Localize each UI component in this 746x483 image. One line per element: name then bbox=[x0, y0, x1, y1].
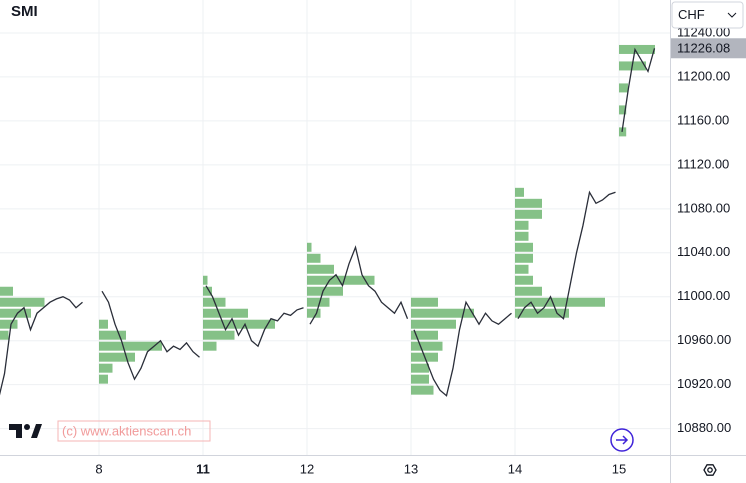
profile-bar bbox=[515, 297, 605, 307]
chart-title: SMI bbox=[11, 3, 38, 20]
profile-bar bbox=[515, 187, 524, 197]
profile-bar bbox=[515, 286, 542, 296]
y-tick-label: 11040.00 bbox=[677, 244, 730, 259]
profile-bar bbox=[0, 308, 31, 318]
profile-bar bbox=[619, 105, 627, 115]
price-line bbox=[309, 245, 409, 325]
price-line bbox=[205, 285, 304, 348]
watermark: (c) www.aktienscan.ch bbox=[62, 423, 191, 438]
profile-bar bbox=[307, 242, 312, 252]
x-tick-label: 13 bbox=[404, 461, 418, 476]
grid bbox=[0, 0, 670, 455]
profile-bar bbox=[515, 242, 533, 252]
profile-bar bbox=[203, 308, 248, 318]
profile-bar bbox=[99, 352, 135, 362]
profile-bar bbox=[307, 253, 321, 263]
price-line bbox=[101, 290, 200, 381]
profile-bar bbox=[307, 264, 334, 274]
y-tick-label: 11200.00 bbox=[677, 68, 730, 83]
currency-chevron bbox=[727, 12, 737, 18]
profile-bar bbox=[0, 286, 13, 296]
volume-profiles bbox=[0, 44, 655, 395]
profile-bar bbox=[411, 374, 429, 384]
x-tick-label: 14 bbox=[508, 461, 522, 476]
profile-bar bbox=[307, 308, 321, 318]
y-tick-label: 11080.00 bbox=[677, 200, 730, 215]
x-tick-label: 8 bbox=[95, 461, 102, 476]
profile-bar bbox=[411, 341, 443, 351]
profile-bar bbox=[99, 374, 108, 384]
profile-bar bbox=[515, 198, 542, 208]
price-line bbox=[517, 190, 616, 320]
profile-bar bbox=[411, 319, 456, 329]
profile-bar bbox=[411, 363, 429, 373]
x-tick-label: 15 bbox=[612, 461, 626, 476]
profile-bar bbox=[0, 297, 45, 307]
profile-bar bbox=[203, 341, 217, 351]
x-tick-label: 11 bbox=[196, 461, 210, 476]
profile-bar bbox=[515, 253, 533, 263]
last-price-box bbox=[671, 38, 746, 59]
profile-bar bbox=[515, 220, 529, 230]
price-line bbox=[621, 47, 656, 132]
scroll-to-realtime-button[interactable] bbox=[610, 428, 634, 452]
y-tick-label: 10960.00 bbox=[677, 332, 731, 347]
profile-bar bbox=[619, 44, 655, 54]
y-tick-label: 11000.00 bbox=[677, 288, 730, 303]
x-tick-label: 12 bbox=[300, 461, 314, 476]
price-lines bbox=[0, 47, 656, 397]
profile-bar bbox=[99, 330, 126, 340]
profile-bar bbox=[203, 319, 275, 329]
profile-bar bbox=[99, 341, 162, 351]
profile-bar bbox=[307, 286, 343, 296]
watermark-box bbox=[57, 420, 211, 442]
profile-bar bbox=[99, 363, 113, 373]
profile-bar bbox=[0, 330, 9, 340]
profile-bar bbox=[515, 231, 529, 241]
y-tick-label: 11120.00 bbox=[677, 156, 729, 171]
price-line bbox=[413, 300, 512, 397]
currency: CHF bbox=[678, 7, 705, 22]
profile-bar bbox=[0, 319, 18, 329]
profile-bar bbox=[203, 286, 212, 296]
currency-box bbox=[671, 1, 744, 29]
price-line bbox=[0, 295, 83, 396]
price-scale: 10880.00 10920.00 10960.00 11000.00 11040.00… bbox=[671, 1, 746, 435]
profile-bar bbox=[307, 297, 330, 307]
profile-bar bbox=[99, 319, 108, 329]
tradingview-logo bbox=[9, 424, 42, 438]
profile-bar bbox=[515, 308, 569, 318]
last-price: 11226.08 bbox=[677, 41, 730, 56]
y-tick-label: 11160.00 bbox=[677, 112, 729, 127]
profile-bar bbox=[515, 264, 529, 274]
profile-bar bbox=[411, 297, 438, 307]
profile-bar bbox=[307, 275, 375, 285]
y-tick-label: 10880.00 bbox=[677, 420, 731, 435]
profile-bar bbox=[203, 330, 235, 340]
profile-bar bbox=[515, 209, 542, 219]
profile-bar bbox=[411, 308, 474, 318]
settings-button[interactable] bbox=[703, 464, 717, 476]
y-tick-label: 10920.00 bbox=[677, 376, 731, 391]
profile-bar bbox=[515, 275, 533, 285]
profile-bar bbox=[411, 385, 434, 395]
profile-bar bbox=[619, 83, 628, 93]
profile-bar bbox=[203, 275, 208, 285]
profile-bar bbox=[411, 330, 438, 340]
